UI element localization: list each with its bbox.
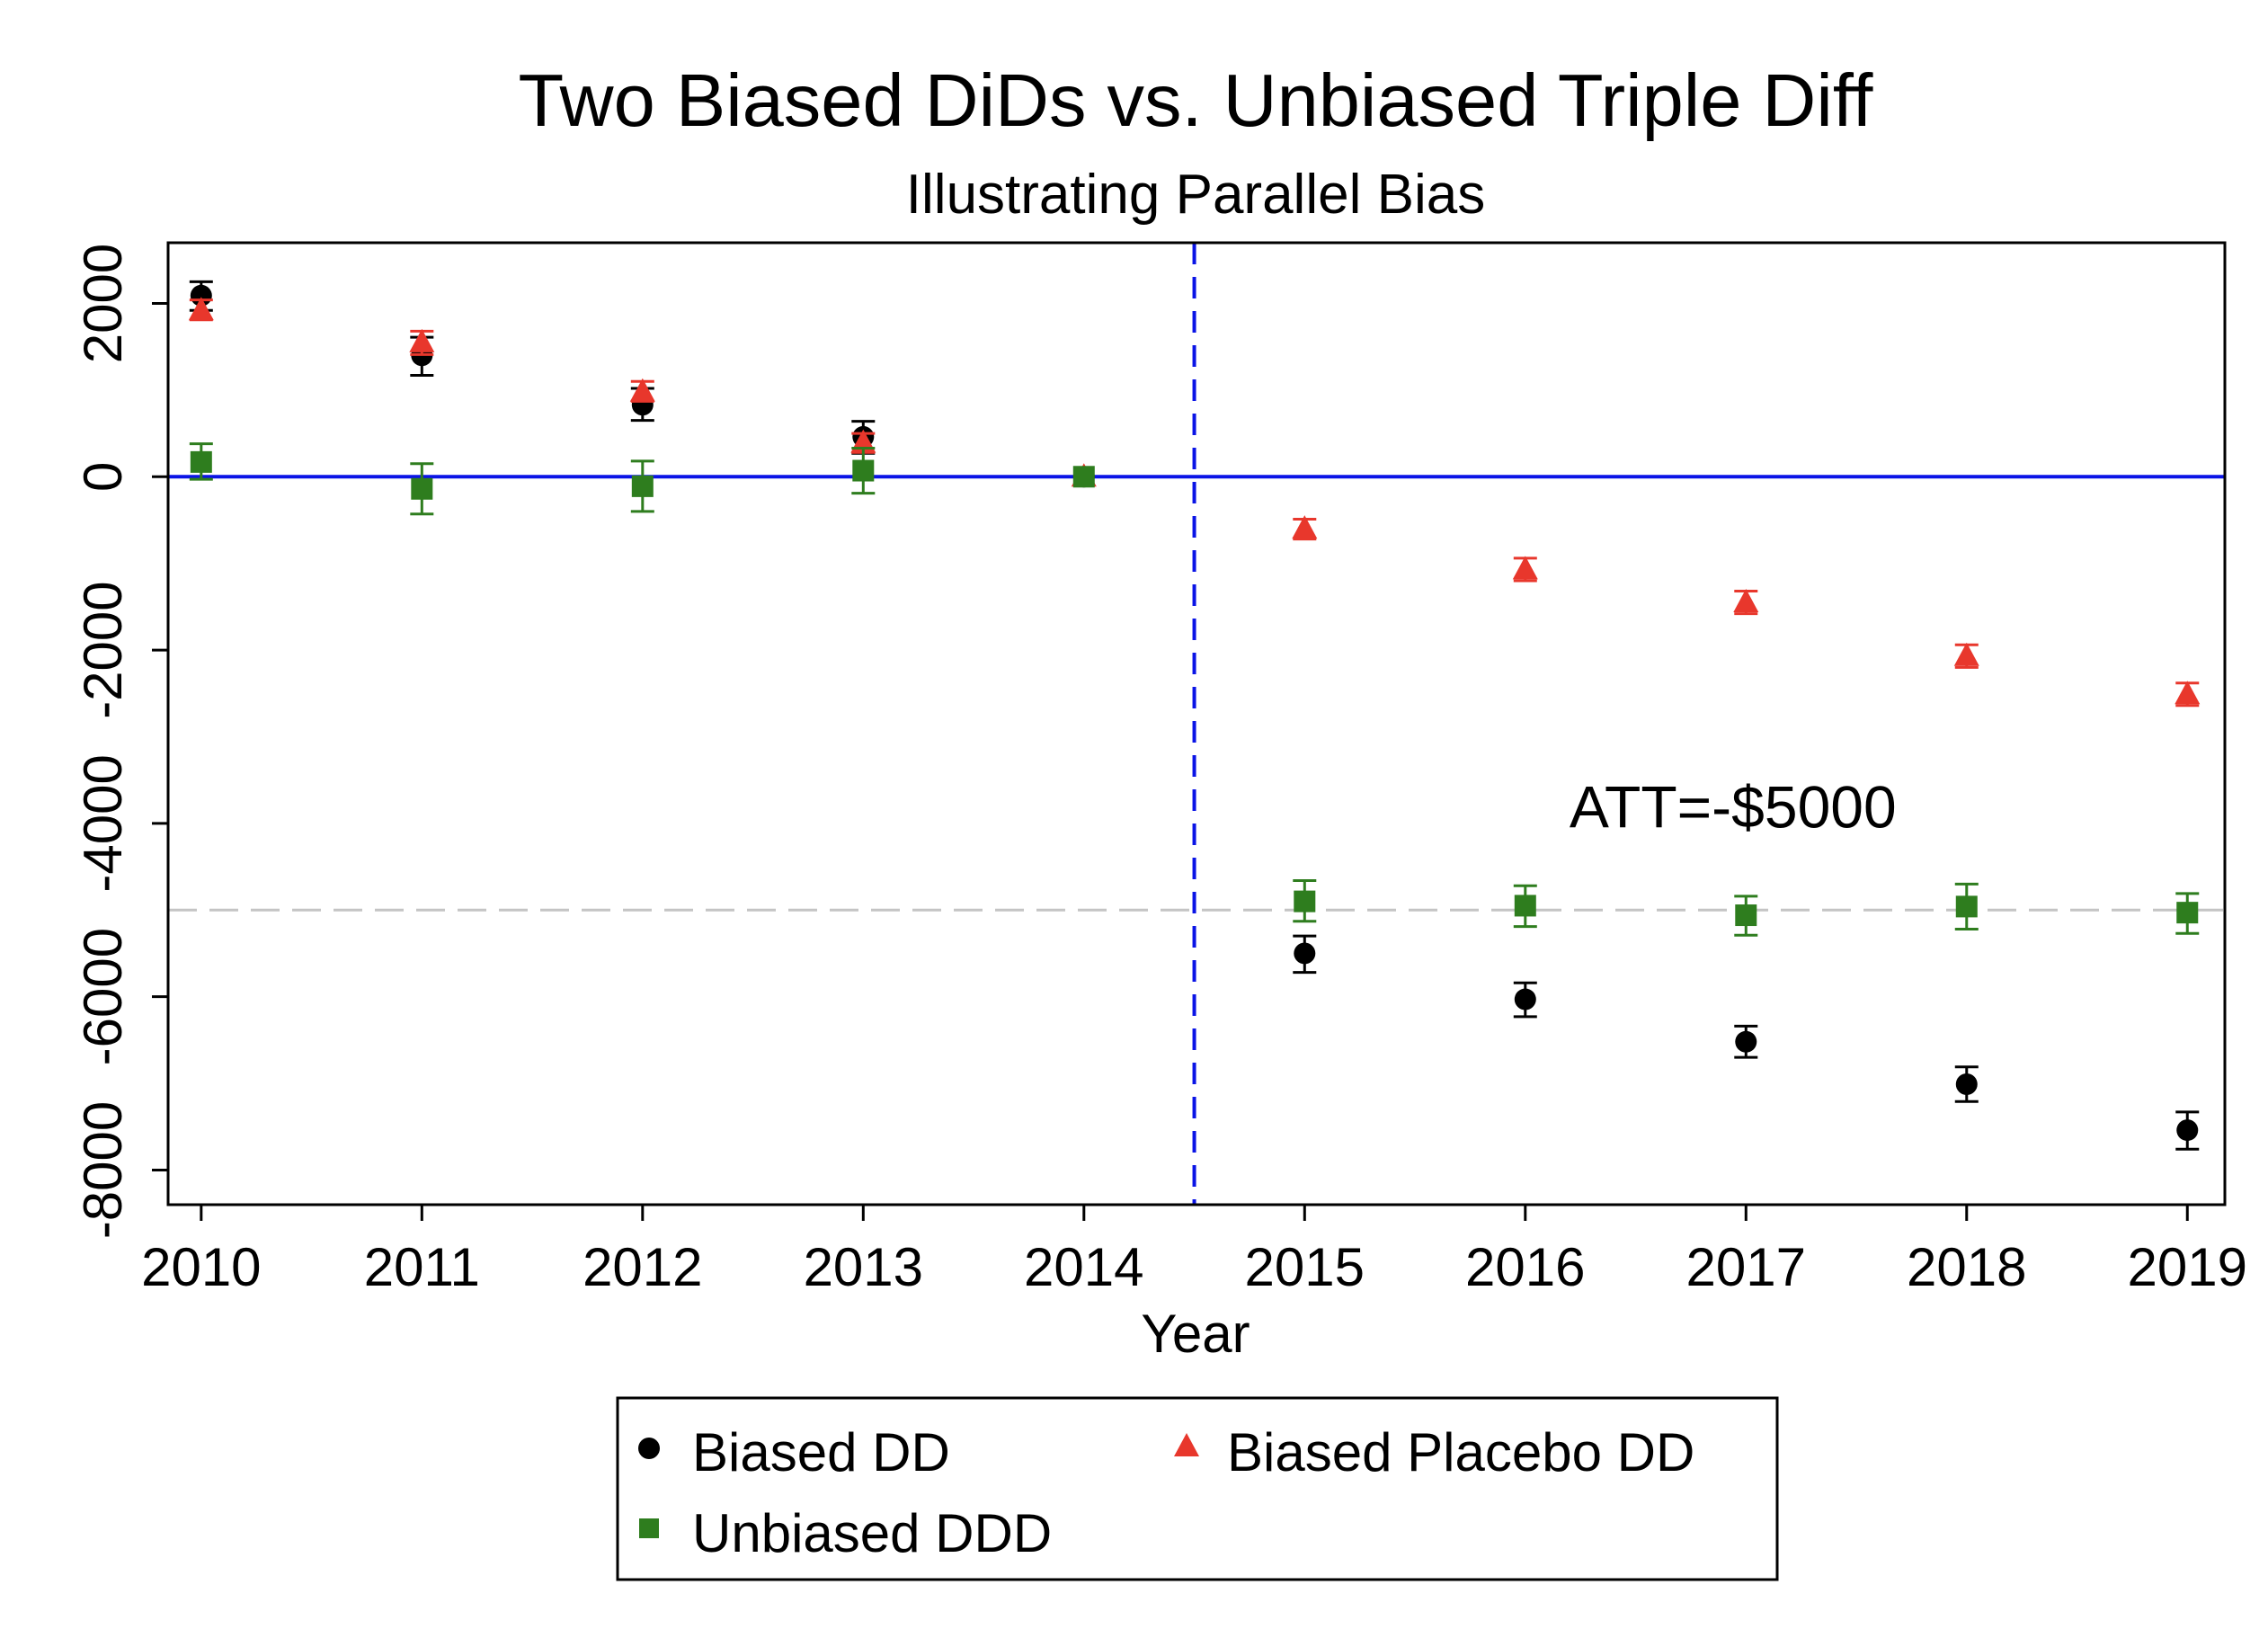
point-placebo-dd: [1292, 515, 1318, 539]
point-placebo-dd: [629, 378, 655, 402]
point-ddd: [1735, 904, 1757, 927]
y-tick-label: -4000: [73, 754, 133, 892]
x-axis-title: Year: [1141, 1304, 1250, 1364]
y-tick-label: -2000: [73, 581, 133, 718]
point-ddd: [2176, 902, 2199, 924]
plot-area: 2010 2011 2012 2013 2014 2015 2016 2017 2018 2019…: [73, 241, 2247, 1297]
point-ddd: [411, 477, 433, 500]
x-tick-label: 2019: [2128, 1237, 2247, 1297]
legend-marker-biased-dd: [638, 1438, 660, 1459]
legend-frame: [616, 1396, 1779, 1581]
legend-marker-ddd: [639, 1518, 659, 1538]
legend-label-ddd: Unbiased DDD: [692, 1503, 1052, 1563]
point-placebo-dd: [188, 297, 214, 321]
point-placebo-dd: [1733, 589, 1759, 613]
y-tick-label: 0: [73, 462, 133, 492]
chart-subtitle: Illustrating Parallel Bias: [906, 164, 1485, 226]
point-placebo-dd: [1953, 642, 1979, 666]
x-tick-label: 2015: [1245, 1237, 1365, 1297]
point-ddd: [631, 475, 654, 497]
point-biased-dd: [2176, 1119, 2199, 1142]
point-biased-dd: [1955, 1073, 1978, 1096]
legend-label-biased-dd: Biased DD: [692, 1422, 950, 1482]
point-placebo-dd: [409, 328, 435, 352]
x-tick-label: 2014: [1024, 1237, 1143, 1297]
point-placebo-dd: [2175, 681, 2201, 705]
plot-frame: [166, 241, 2227, 1206]
y-tick-label: 2000: [73, 244, 133, 363]
point-ddd: [190, 450, 212, 473]
point-ddd: [1955, 895, 1978, 918]
x-tick-label: 2017: [1686, 1237, 1806, 1297]
x-tick-label: 2012: [583, 1237, 702, 1297]
point-ddd: [852, 459, 875, 482]
x-tick-label: 2011: [364, 1237, 480, 1297]
point-biased-dd: [1514, 988, 1536, 1010]
legend-marker-placebo-dd: [1174, 1433, 1199, 1456]
point-biased-dd: [1735, 1030, 1757, 1053]
series-biased-dd: [189, 280, 2200, 1151]
legend: Biased DD Biased Placebo DD Unbiased DDD: [616, 1396, 1779, 1581]
x-tick-label: 2016: [1465, 1237, 1585, 1297]
point-ddd: [1514, 895, 1536, 917]
y-tick-label: -6000: [73, 928, 133, 1065]
series-ddd: [189, 442, 2200, 937]
point-ddd: [1072, 466, 1095, 488]
point-placebo-dd: [1512, 556, 1538, 580]
att-annotation: ATT=-$5000: [1570, 774, 1897, 841]
y-tick-label: -8000: [73, 1101, 133, 1239]
legend-label-placebo-dd: Biased Placebo DD: [1227, 1422, 1694, 1482]
x-tick-label: 2013: [804, 1237, 923, 1297]
x-tick-label: 2010: [141, 1237, 261, 1297]
x-tick-label: 2018: [1907, 1237, 2026, 1297]
chart-title: Two Biased DiDs vs. Unbiased Triple Diff: [519, 58, 1874, 142]
point-biased-dd: [1294, 942, 1316, 965]
point-ddd: [1294, 890, 1316, 913]
